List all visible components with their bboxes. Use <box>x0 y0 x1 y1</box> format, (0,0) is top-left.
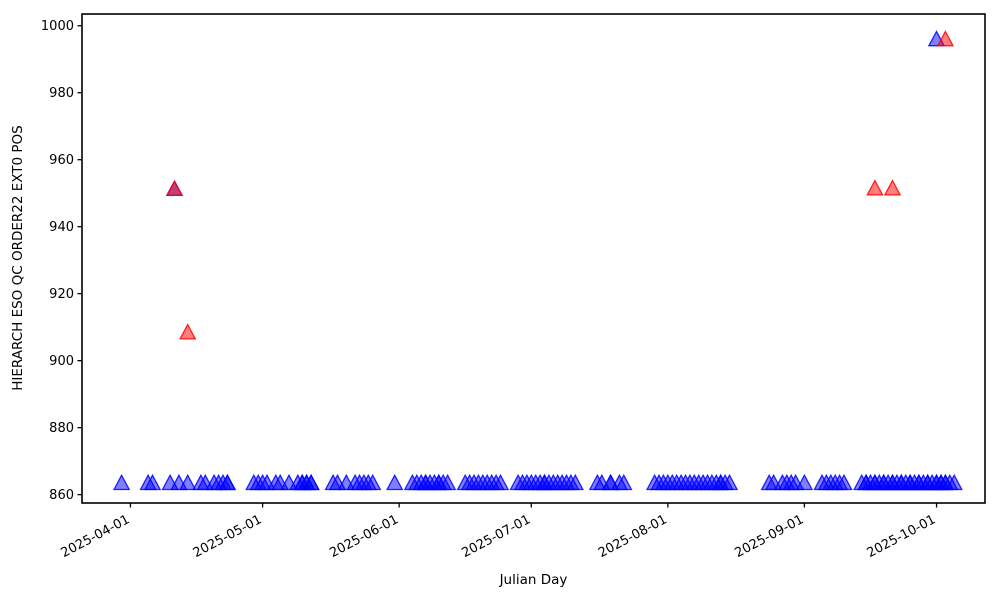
scatter-marker-blue <box>112 473 131 491</box>
scatter-marker-blue <box>615 473 633 491</box>
y-tick-label: 1000 <box>41 19 74 34</box>
plot-border <box>81 13 986 504</box>
y-tick-label: 980 <box>49 86 74 101</box>
scatter-marker-red <box>866 179 884 196</box>
scatter-marker-blue <box>386 473 404 491</box>
y-tick-label: 880 <box>49 421 74 436</box>
scatter-marker-blue <box>218 473 237 491</box>
scatter-marker-blue <box>179 473 197 491</box>
scatter-marker-red <box>936 30 955 47</box>
y-tick-label: 900 <box>49 354 74 369</box>
y-tick-label: 960 <box>49 153 74 168</box>
x-tick-label: 2025-09-01 <box>733 512 807 561</box>
scatter-marker-blue <box>302 473 320 491</box>
x-tick-label: 2025-05-01 <box>191 512 265 561</box>
x-tick-label: 2025-10-01 <box>865 512 939 561</box>
x-tick-label: 2025-06-01 <box>327 512 401 561</box>
y-tick-label: 940 <box>49 220 74 235</box>
scatter-marker-blue <box>795 473 814 491</box>
y-tick-label: 860 <box>49 488 74 503</box>
x-axis-title: Julian Day <box>499 572 568 588</box>
scatter-marker-blue <box>491 473 510 491</box>
scatter-marker-blue <box>364 473 382 491</box>
x-tick-label: 2025-04-01 <box>59 512 133 561</box>
scatter-marker-blue <box>438 473 457 491</box>
scatter-marker-red <box>165 179 184 197</box>
y-axis-title: HIERARCH ESO QC ORDER22 EXT0 POS <box>10 125 26 391</box>
scatter-marker-blue <box>720 473 739 491</box>
scatter-marker-blue <box>945 473 963 491</box>
scatter-marker-red <box>883 179 902 196</box>
x-tick-label: 2025-07-01 <box>459 512 533 561</box>
scatter-marker-blue <box>835 473 853 491</box>
scatter-marker-red <box>179 323 197 340</box>
scatter-marker-blue <box>566 473 584 491</box>
scatter-marker-blue <box>143 473 162 491</box>
x-tick-label: 2025-08-01 <box>596 512 670 561</box>
y-tick-label: 920 <box>49 287 74 302</box>
